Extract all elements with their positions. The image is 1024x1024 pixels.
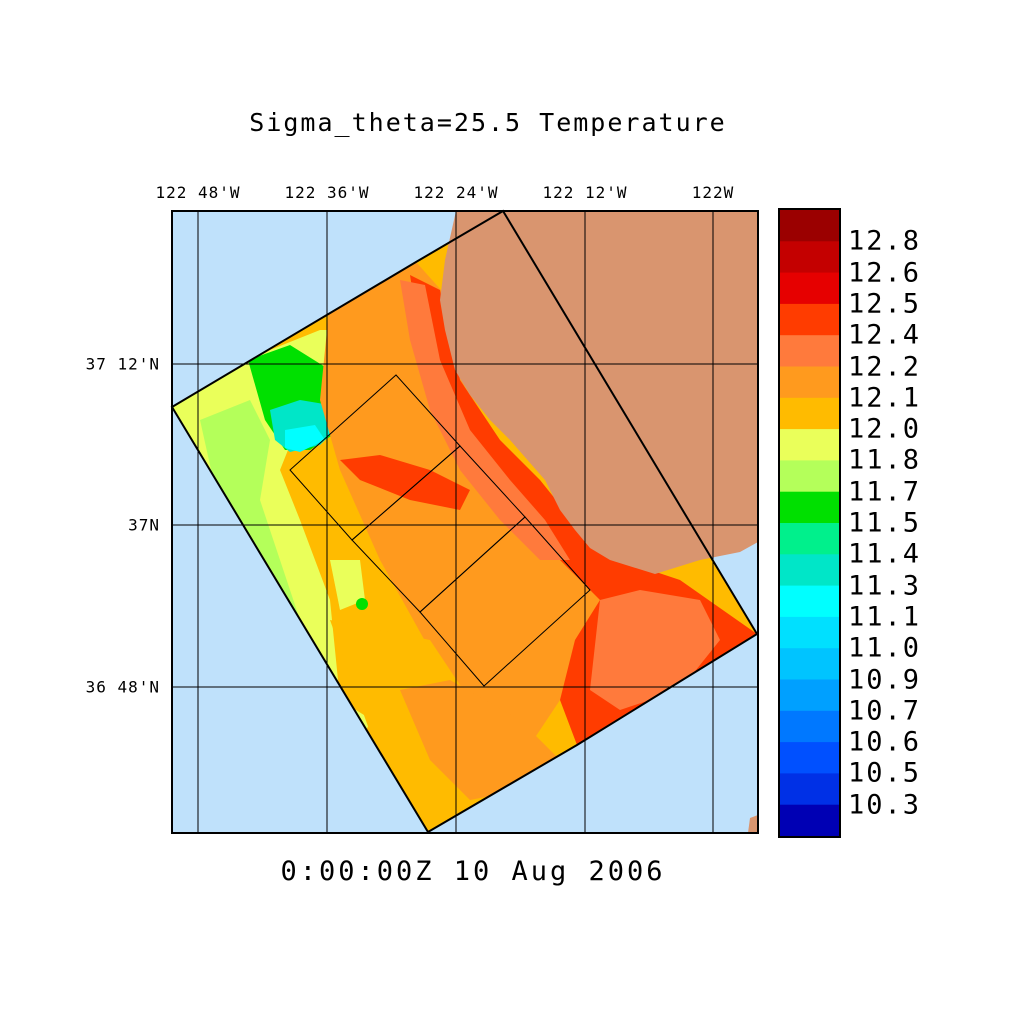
- lat-label-37n: 37N: [128, 515, 160, 535]
- colorbar-frame: [778, 208, 841, 838]
- colorbar-label: 11.7: [848, 476, 922, 508]
- colorbar-label: 11.4: [848, 538, 922, 570]
- colorbar-swatch: [780, 523, 839, 555]
- colorbar-swatch: [780, 585, 839, 618]
- colorbar-swatch: [780, 554, 839, 587]
- colorbar-swatch: [780, 460, 839, 493]
- colorbar-label: 10.6: [848, 726, 922, 758]
- colorbar-swatch: [780, 335, 839, 367]
- colorbar-swatch: [780, 366, 839, 399]
- colorbar: [780, 210, 839, 837]
- colorbar-label: 10.3: [848, 789, 922, 821]
- colorbar-swatch: [780, 616, 839, 649]
- colorbar-label: 12.8: [848, 225, 922, 257]
- lon-label-122w: 122W: [691, 183, 735, 202]
- colorbar-label: 12.4: [848, 319, 922, 351]
- colorbar-swatch: [780, 303, 839, 336]
- timestamp: 0:00:00Z 10 Aug 2006: [280, 856, 666, 887]
- map-title: Sigma_theta=25.5 Temperature: [249, 108, 727, 137]
- colorbar-label: 12.5: [848, 288, 922, 320]
- colorbar-label: 11.1: [848, 601, 922, 633]
- colorbar-swatch: [780, 710, 839, 743]
- colorbar-swatch: [780, 210, 839, 242]
- inner-box-3: [419, 516, 591, 687]
- colorbar-label: 11.0: [848, 632, 922, 664]
- map-frame: [171, 210, 759, 834]
- colorbar-swatch: [780, 272, 839, 305]
- colorbar-swatch: [780, 773, 839, 806]
- lon-label-122-24w: 122 24'W: [413, 183, 499, 202]
- colorbar-swatch: [780, 491, 839, 524]
- colorbar-label: 12.6: [848, 257, 922, 289]
- colorbar-swatch: [780, 648, 839, 680]
- colorbar-label: 10.5: [848, 757, 922, 789]
- colorbar-swatch: [780, 742, 839, 774]
- lon-label-122-36w: 122 36'W: [284, 183, 370, 202]
- graticule: [172, 211, 758, 833]
- colorbar-label: 12.1: [848, 382, 922, 414]
- colorbar-label: 11.8: [848, 444, 922, 476]
- colorbar-label: 10.9: [848, 664, 922, 695]
- colorbar-swatch: [780, 241, 839, 274]
- lat-label-36-48n: 36 48'N: [85, 677, 160, 697]
- colorbar-swatch: [780, 397, 839, 430]
- colorbar-label: 11.5: [848, 507, 922, 539]
- colorbar-label: 12.0: [848, 413, 922, 445]
- colorbar-swatch: [780, 679, 839, 712]
- colorbar-label: 12.2: [848, 351, 922, 382]
- lat-label-37-12n: 37 12'N: [85, 354, 160, 374]
- lon-label-122-48w: 122 48'W: [155, 183, 241, 202]
- land-mass: [440, 211, 758, 574]
- lon-label-122-12w: 122 12'W: [542, 183, 628, 202]
- colorbar-swatch: [780, 429, 839, 461]
- colorbar-label: 11.3: [848, 570, 922, 602]
- colorbar-label: 10.7: [848, 695, 922, 727]
- colorbar-swatch: [780, 804, 839, 837]
